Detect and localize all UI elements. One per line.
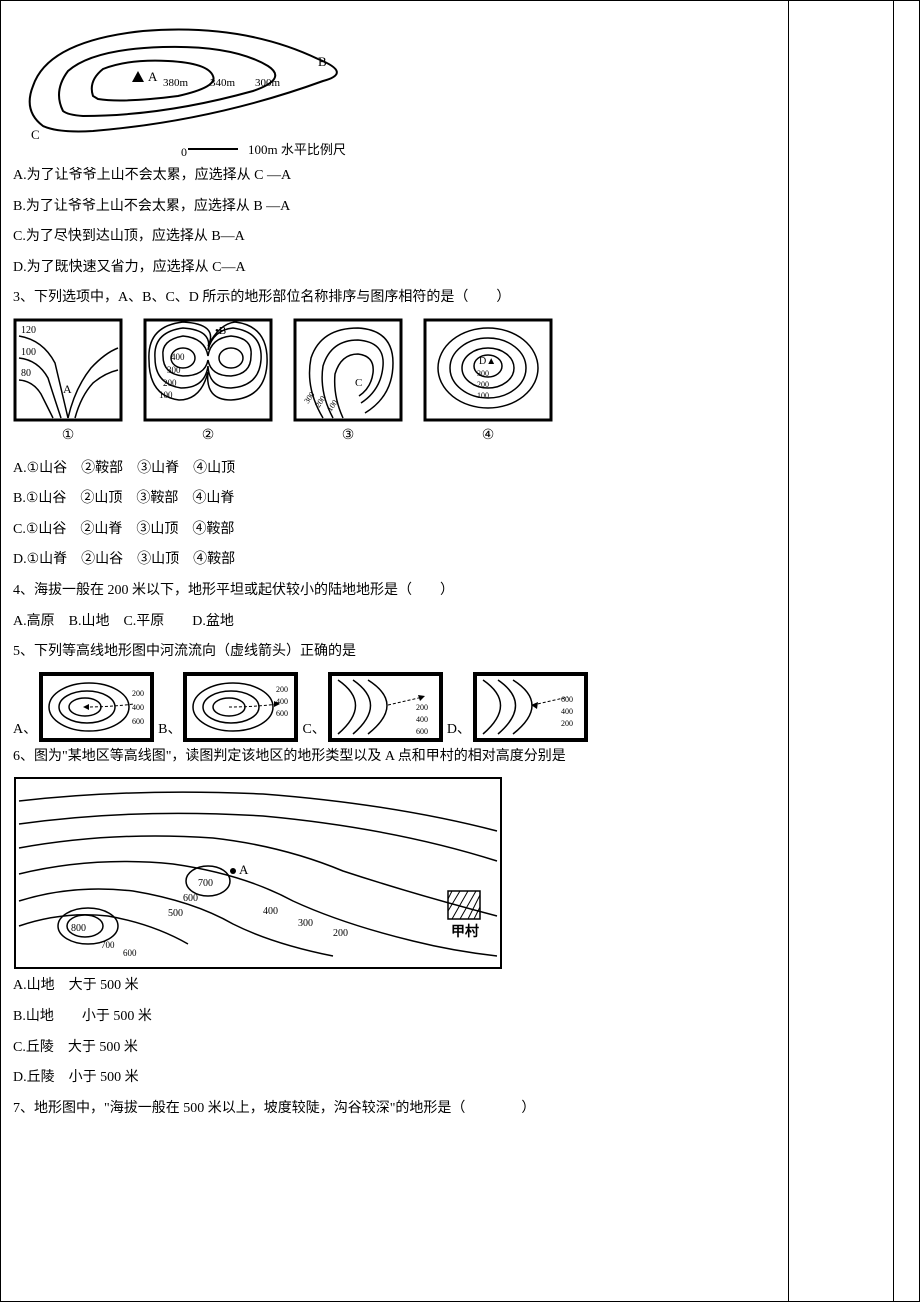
q3-option-c: C.①山谷 ②山脊 ③山顶 ④鞍部	[13, 517, 776, 544]
q5-fig-c: 200 400 600	[328, 672, 443, 742]
q3-fig1: 120 100 80 A	[13, 318, 123, 423]
q6-option-a: A.山地 大于 500 米	[13, 973, 776, 1000]
q3-option-a: A.①山谷 ②鞍部 ③山脊 ④山顶	[13, 456, 776, 483]
svg-text:400: 400	[132, 703, 144, 712]
svg-text:•B: •B	[215, 325, 226, 337]
q5-fig-d: 600 400 200	[473, 672, 588, 742]
svg-text:380m: 380m	[163, 77, 189, 89]
svg-text:700: 700	[198, 878, 213, 889]
q3-label-1: ①	[13, 423, 123, 450]
svg-text:100: 100	[21, 347, 36, 358]
svg-text:A: A	[63, 382, 72, 396]
svg-text:200: 200	[561, 719, 573, 728]
svg-text:A: A	[239, 862, 249, 877]
svg-text:100: 100	[159, 390, 173, 400]
q5-label-b: B、	[158, 717, 181, 744]
label-A: A	[148, 69, 158, 84]
margin-column-1	[789, 1, 894, 1301]
svg-text:400: 400	[263, 906, 278, 917]
q2-option-a: A.为了让爷爷上山不会太累，应选择从 C —A	[13, 163, 776, 190]
svg-text:600: 600	[561, 695, 573, 704]
q3-option-d: D.①山脊 ②山谷 ③山顶 ④鞍部	[13, 547, 776, 574]
svg-text:100: 100	[477, 391, 489, 400]
svg-text:120: 120	[21, 325, 36, 336]
svg-text:600: 600	[183, 893, 198, 904]
q5-label-a: A、	[13, 717, 37, 744]
svg-text:400: 400	[276, 697, 288, 706]
svg-text:200: 200	[333, 928, 348, 939]
svg-text:C: C	[355, 377, 362, 389]
q6-stem: 6、图为"某地区等高线图"，读图判定该地区的地形类型以及 A 点和甲村的相对高度…	[13, 744, 776, 771]
svg-text:100m 水平比例尺: 100m 水平比例尺	[248, 142, 346, 157]
svg-text:300: 300	[167, 365, 181, 375]
svg-text:400: 400	[416, 715, 428, 724]
svg-text:600: 600	[123, 948, 137, 958]
q6-option-d: D.丘陵 小于 500 米	[13, 1065, 776, 1092]
svg-text:0: 0	[181, 145, 187, 159]
q3-option-b: B.①山谷 ②山顶 ③鞍部 ④山脊	[13, 486, 776, 513]
svg-text:700: 700	[101, 940, 115, 950]
q5-fig-a: 200 400 600	[39, 672, 154, 742]
svg-text:200: 200	[276, 685, 288, 694]
label-B: B	[318, 54, 327, 69]
svg-text:800: 800	[71, 923, 86, 934]
q6-option-c: C.丘陵 大于 500 米	[13, 1035, 776, 1062]
svg-text:600: 600	[416, 727, 428, 736]
q4-stem: 4、海拔一般在 200 米以下，地形平坦或起伏较小的陆地地形是（ ）	[13, 578, 776, 605]
svg-text:600: 600	[276, 709, 288, 718]
svg-text:200: 200	[477, 380, 489, 389]
q3-stem: 3、下列选项中，A、B、C、D 所示的地形部位名称排序与图序相符的是（ ）	[13, 285, 776, 312]
svg-text:300: 300	[298, 918, 313, 929]
svg-text:300: 300	[477, 369, 489, 378]
svg-text:80: 80	[21, 368, 31, 379]
q6-option-b: B.山地 小于 500 米	[13, 1004, 776, 1031]
q4-options: A.高原 B.山地 C.平原 D.盆地	[13, 609, 776, 636]
q3-label-3: ③	[293, 423, 403, 450]
q3-fig4: D▲ 300 200 100	[423, 318, 553, 423]
q6-figure: A 700 600 500 400 300 200 800 700 600	[13, 776, 503, 971]
svg-text:D▲: D▲	[479, 356, 496, 367]
q5-label-d: D、	[447, 717, 471, 744]
svg-text:400: 400	[561, 707, 573, 716]
svg-text:200: 200	[163, 378, 177, 388]
svg-text:200: 200	[416, 703, 428, 712]
svg-text:甲村: 甲村	[451, 923, 479, 940]
svg-text:400: 400	[171, 352, 185, 362]
q2-option-b: B.为了让爷爷上山不会太累，应选择从 B —A	[13, 194, 776, 221]
q3-fig2: •B 400 300 200 100	[143, 318, 273, 423]
q5-stem: 5、下列等高线地形图中河流流向（虚线箭头）正确的是	[13, 639, 776, 666]
q5-fig-b: 200 400 600	[183, 672, 298, 742]
svg-text:500: 500	[168, 908, 183, 919]
svg-text:340m: 340m	[210, 77, 236, 89]
q3-fig3: C 300 200 100	[293, 318, 403, 423]
svg-text:600: 600	[132, 717, 144, 726]
q2-option-c: C.为了尽快到达山顶，应选择从 B—A	[13, 224, 776, 251]
q3-figures: 120 100 80 A ① •B	[13, 318, 776, 450]
q2-option-d: D.为了既快速又省力，应选择从 C—A	[13, 255, 776, 282]
svg-text:300m: 300m	[255, 77, 281, 89]
q3-label-4: ④	[423, 423, 553, 450]
q7-stem: 7、地形图中，"海拔一般在 500 米以上，坡度较陡，沟谷较深"的地形是（ ）	[13, 1096, 776, 1123]
label-C: C	[31, 127, 40, 142]
q3-label-2: ②	[143, 423, 273, 450]
margin-column-2	[894, 1, 919, 1301]
svg-text:200: 200	[132, 689, 144, 698]
q5-figures: A、 200 400 600 B、	[13, 670, 776, 744]
q2-contour-figure: A B C 380m 340m 300m 0 100m 水平比例尺	[13, 11, 363, 161]
q5-label-c: C、	[302, 717, 325, 744]
